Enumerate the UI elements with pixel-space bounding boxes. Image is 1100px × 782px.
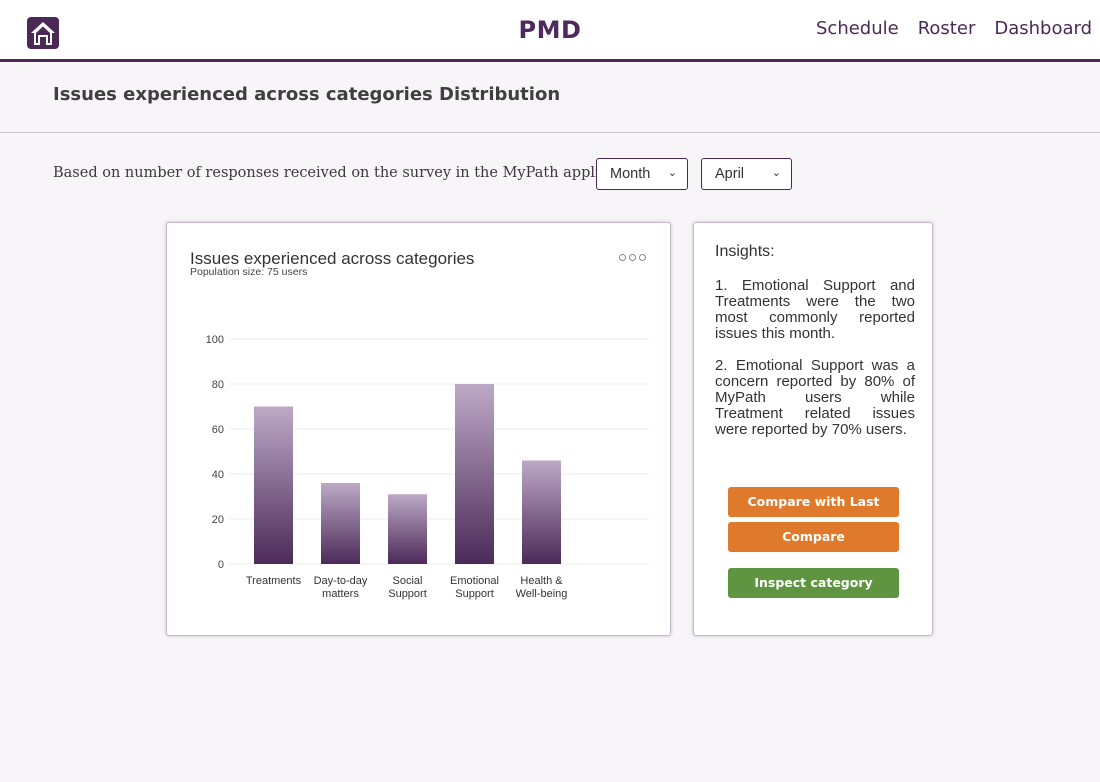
x-tick-label: Emotional (450, 575, 499, 587)
page-header: Issues experienced across categories Dis… (0, 65, 1100, 133)
bar (254, 406, 293, 564)
chart-subtitle: Population size: 75 users (190, 266, 308, 278)
main-nav: Schedule Roster Dashboard (816, 18, 1092, 39)
inspect-category-button[interactable]: Inspect category (728, 568, 899, 598)
month-select-value: April (715, 166, 745, 182)
insights-title: Insights: (715, 243, 775, 260)
x-tick-label: Social (393, 575, 423, 587)
x-tick-label: Well-being (516, 588, 568, 600)
period-select-value: Month (610, 166, 651, 182)
bar (388, 494, 427, 564)
x-tick-label: Health & (520, 575, 563, 587)
page-title: Issues experienced across categories Dis… (53, 84, 561, 105)
chart-card: 0 20 40 60 80 100 Treatments Day-to-day matters S… (166, 222, 671, 636)
more-options-icon[interactable] (619, 254, 646, 261)
home-icon[interactable] (26, 16, 60, 50)
bar (455, 384, 494, 564)
x-tick-label: matters (322, 588, 359, 600)
y-tick-label: 0 (218, 559, 224, 571)
y-tick-label: 80 (212, 379, 224, 391)
compare-button[interactable]: Compare (728, 522, 899, 552)
nav-schedule[interactable]: Schedule (816, 18, 899, 39)
insights-card: Insights: 1. Emotional Support and Treat… (693, 222, 933, 636)
top-navigation-bar: PMD Schedule Roster Dashboard (0, 0, 1100, 62)
y-tick-label: 60 (212, 424, 224, 436)
filter-label: Based on number of responses received on… (53, 165, 675, 181)
x-tick-label: Day-to-day (314, 575, 368, 587)
y-tick-label: 20 (212, 514, 224, 526)
chevron-down-icon: ⌄ (667, 167, 677, 179)
month-select[interactable]: April ⌄ (701, 158, 792, 190)
nav-roster[interactable]: Roster (917, 18, 976, 39)
x-tick-label: Treatments (246, 575, 302, 587)
insight-item: 2. Emotional Support was a concern repor… (715, 357, 915, 438)
bar (522, 460, 561, 564)
chevron-down-icon: ⌄ (771, 167, 781, 179)
x-tick-label: Support (388, 588, 427, 600)
nav-dashboard[interactable]: Dashboard (994, 18, 1092, 39)
chart-title: Issues experienced across categories (190, 249, 475, 268)
period-select[interactable]: Month ⌄ (596, 158, 688, 190)
compare-last-month-button[interactable]: Compare with Last month (728, 487, 899, 539)
y-tick-label: 100 (206, 334, 224, 346)
bar (321, 483, 360, 564)
x-tick-label: Support (455, 588, 494, 600)
insight-item: 1. Emotional Support and Treatments were… (715, 277, 915, 342)
y-tick-label: 40 (212, 469, 224, 481)
